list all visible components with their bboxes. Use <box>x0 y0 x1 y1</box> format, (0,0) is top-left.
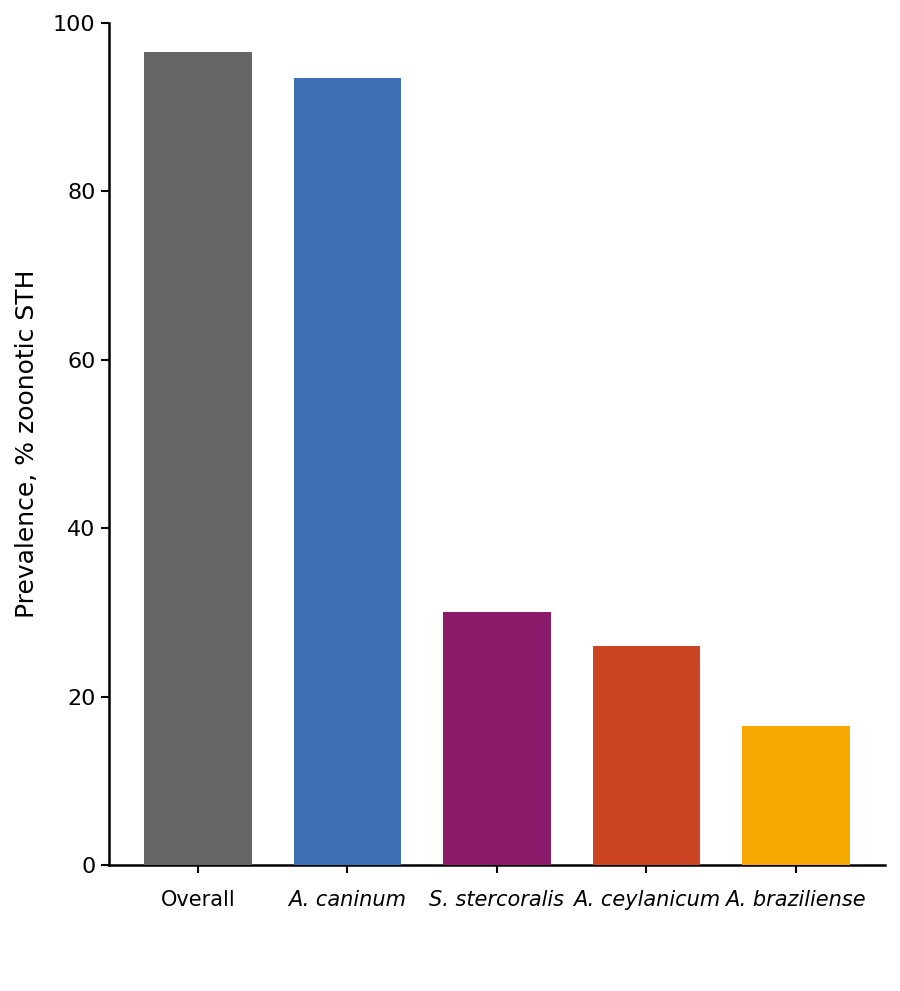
Bar <box>742 726 850 865</box>
Text: S. stercoralis: S. stercoralis <box>429 890 564 910</box>
Text: A. braziliense: A. braziliense <box>725 890 866 910</box>
Bar <box>293 77 401 865</box>
Y-axis label: Prevalence, % zoonotic STH: Prevalence, % zoonotic STH <box>15 270 39 618</box>
Bar <box>144 53 252 865</box>
Bar <box>592 646 700 865</box>
Text: A. caninum: A. caninum <box>288 890 406 910</box>
Text: A. ceylanicum: A. ceylanicum <box>572 890 720 910</box>
Bar <box>443 612 551 865</box>
Text: Overall: Overall <box>160 890 235 910</box>
